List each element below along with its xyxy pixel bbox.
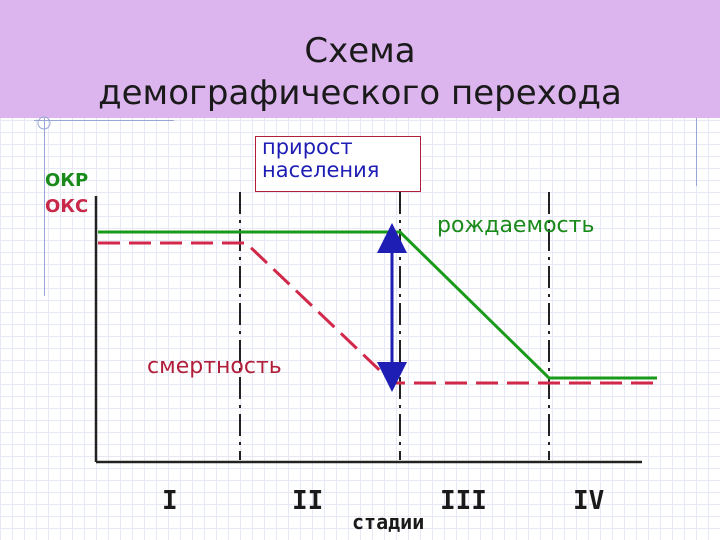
decor-horizontal-line [34, 120, 174, 121]
growth-label-line-2: населения [262, 158, 380, 182]
okr-label: ОКР [45, 170, 89, 191]
decor-vertical-line-right [696, 118, 697, 186]
decor-circle [37, 116, 51, 130]
stage-label-3: III [440, 486, 487, 516]
stages-axis-label: стадии [352, 510, 425, 534]
stage-label-1: I [162, 486, 178, 516]
title-line-1: Схема [304, 31, 416, 71]
title-line-2: демографического перехода [98, 73, 622, 113]
stage-label-4: IV [573, 486, 605, 516]
death-rate-line [98, 241, 657, 385]
birth-rate-label: рождаемость [437, 213, 595, 238]
population-growth-label: прирост населения [262, 136, 422, 182]
birth-rate-line [98, 230, 657, 380]
death-rate-label: смертность [147, 354, 282, 379]
oks-label: ОКС [45, 196, 89, 217]
decor-vertical-line-left [44, 118, 45, 296]
population-growth-box [255, 136, 421, 192]
slide-title: Схема демографического перехода [0, 30, 720, 114]
stage-label-2: II [292, 486, 324, 516]
title-band [0, 0, 720, 118]
growth-label-line-1: прирост [262, 135, 353, 159]
